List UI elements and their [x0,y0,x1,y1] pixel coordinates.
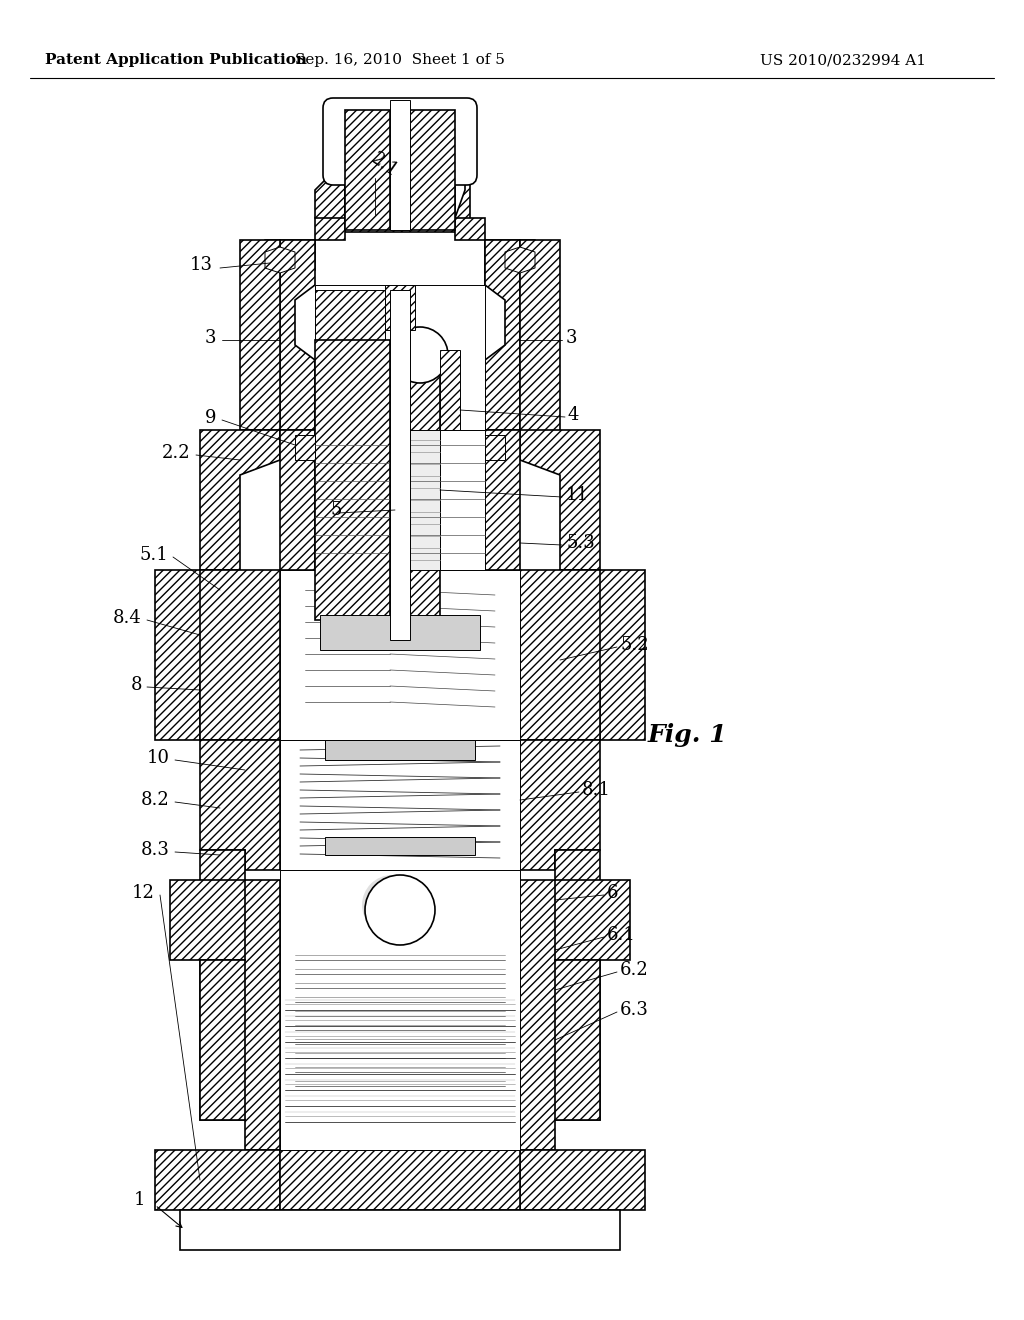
Text: 1: 1 [133,1191,145,1209]
Bar [390,100,410,230]
Bar [325,837,475,855]
Bar [319,615,480,649]
Text: 13: 13 [190,256,213,275]
Polygon shape [295,436,315,459]
Polygon shape [280,1150,520,1210]
Polygon shape [520,850,600,1150]
Text: Patent Application Publication: Patent Application Publication [45,53,307,67]
Polygon shape [200,430,280,570]
Polygon shape [520,240,560,440]
Polygon shape [455,218,485,240]
Polygon shape [155,1150,280,1210]
Text: 6.1: 6.1 [607,927,636,944]
Polygon shape [485,436,505,459]
Polygon shape [485,430,520,570]
Text: 8.1: 8.1 [582,781,611,799]
Polygon shape [315,218,345,240]
Text: 8: 8 [130,676,142,694]
Polygon shape [280,240,315,430]
Circle shape [362,875,422,935]
Text: 8.3: 8.3 [141,841,170,859]
Polygon shape [315,341,390,620]
Polygon shape [280,430,315,570]
Polygon shape [390,290,410,640]
Polygon shape [265,247,295,273]
Polygon shape [315,430,485,570]
Text: 10: 10 [147,748,170,767]
Polygon shape [240,240,280,430]
Text: Sep. 16, 2010  Sheet 1 of 5: Sep. 16, 2010 Sheet 1 of 5 [295,53,505,67]
Text: 5: 5 [330,502,341,519]
Polygon shape [520,741,600,870]
Polygon shape [555,960,600,1119]
Polygon shape [520,570,600,741]
Text: 11: 11 [566,486,589,504]
Polygon shape [200,570,280,741]
Polygon shape [315,108,345,232]
Polygon shape [180,1210,620,1250]
Polygon shape [390,330,410,640]
Polygon shape [315,290,385,430]
Polygon shape [520,430,600,570]
Polygon shape [280,870,520,1150]
Text: 2.1: 2.1 [368,149,401,181]
Polygon shape [455,108,470,232]
Polygon shape [485,240,520,430]
Polygon shape [385,285,415,330]
Text: 5.3: 5.3 [566,535,595,552]
Polygon shape [410,430,440,570]
Text: Fig. 1: Fig. 1 [648,723,728,747]
Polygon shape [485,240,545,285]
Text: 6: 6 [607,884,618,902]
Text: 3: 3 [205,329,216,347]
Text: 12: 12 [132,884,155,902]
Circle shape [392,327,449,383]
Text: 8.2: 8.2 [141,791,170,809]
Polygon shape [560,570,645,741]
Polygon shape [155,570,240,741]
Text: 6.2: 6.2 [620,961,649,979]
Polygon shape [345,110,390,230]
Text: 3: 3 [566,329,578,347]
FancyBboxPatch shape [323,98,477,185]
Circle shape [394,329,446,381]
Circle shape [365,875,435,945]
Text: 5.1: 5.1 [139,546,168,564]
Text: US 2010/0232994 A1: US 2010/0232994 A1 [760,53,926,67]
Bar [325,741,475,760]
Text: 6.3: 6.3 [620,1001,649,1019]
Polygon shape [200,741,280,870]
Polygon shape [200,850,280,1150]
Text: 9: 9 [205,409,216,426]
Polygon shape [520,1150,645,1210]
Polygon shape [410,341,440,620]
Polygon shape [555,880,630,960]
Text: 4: 4 [568,407,580,424]
Text: 8.4: 8.4 [114,609,142,627]
Polygon shape [280,570,520,741]
Polygon shape [280,741,520,870]
Polygon shape [170,880,245,960]
Polygon shape [440,350,460,430]
Text: 5.2: 5.2 [620,636,648,653]
Polygon shape [200,960,245,1119]
Polygon shape [345,108,455,232]
Polygon shape [505,247,535,273]
Polygon shape [315,285,485,430]
Polygon shape [255,240,315,285]
Polygon shape [410,110,455,230]
Text: 2.2: 2.2 [162,444,190,462]
